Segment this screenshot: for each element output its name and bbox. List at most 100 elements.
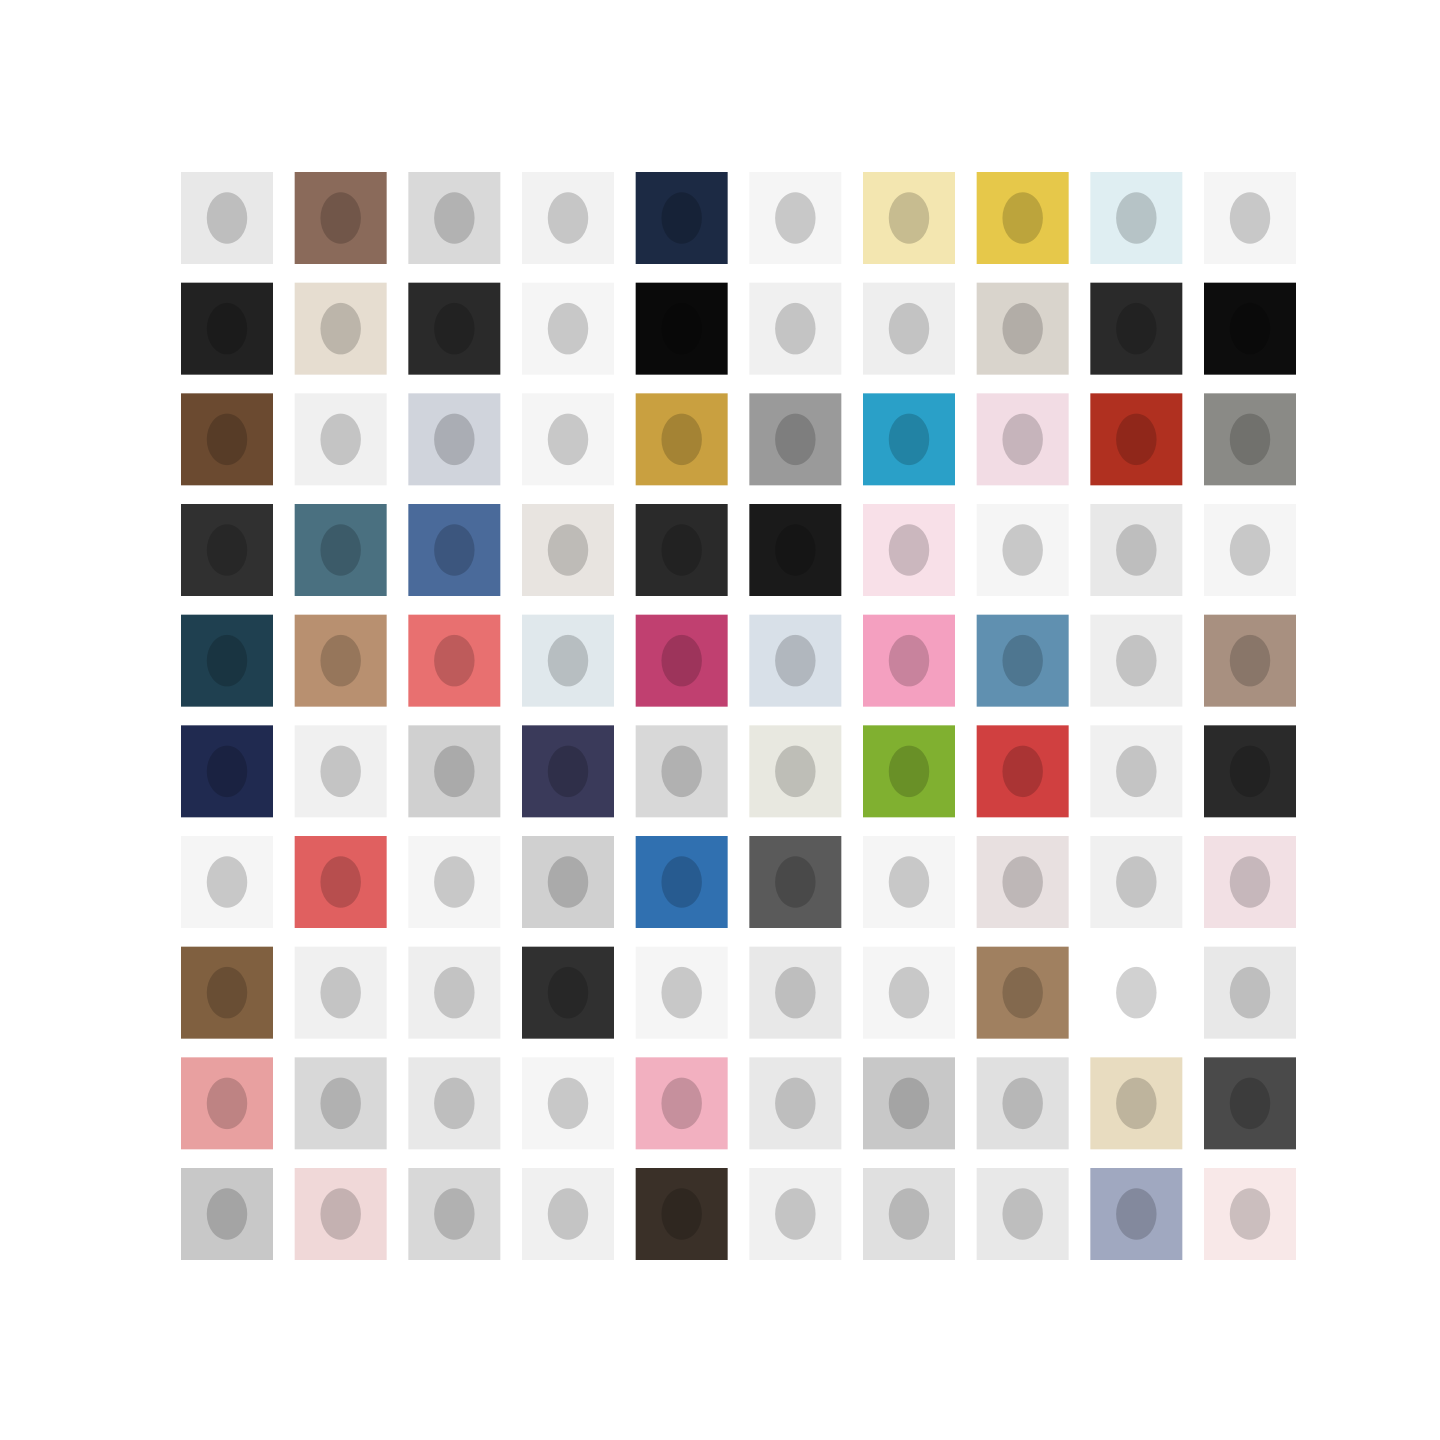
product-shape [775,524,816,576]
product-shape [547,856,589,908]
product-shape [775,302,816,355]
product-shape [320,302,361,355]
product-shape [888,1188,930,1240]
product-image [749,725,842,818]
product-image [635,1168,728,1260]
product-image [749,614,842,707]
product-shape [1002,192,1043,244]
product-image [976,504,1069,596]
product-image [976,1057,1069,1150]
product-shape [206,302,248,355]
product-image [749,393,842,486]
product-image [749,1168,842,1260]
product-shape [1229,413,1271,466]
product-shape [1116,1188,1157,1240]
product-shape [661,413,702,466]
product-image [408,836,501,928]
product-shape [434,634,475,687]
product-image [976,946,1069,1039]
product-shape [775,192,816,244]
product-image [1204,1057,1296,1150]
product-image [408,1057,501,1150]
product-shape [1002,745,1043,798]
product-shape [206,524,248,576]
product-shape [1229,1077,1271,1130]
product-shape [320,192,361,244]
product-shape [547,302,589,355]
product-shape [661,1077,702,1130]
product-image [522,836,614,928]
product-shape [661,745,702,798]
product-image [635,172,728,264]
product-shape [1229,966,1271,1019]
product-image [408,614,501,707]
product-shape [1116,856,1157,908]
product-image [408,1168,501,1260]
product-shape [1002,634,1043,687]
product-image [294,614,387,707]
product-image [181,1168,273,1260]
product-shape [775,413,816,466]
product-shape [320,856,361,908]
product-shape [1116,634,1157,687]
product-shape [320,524,361,576]
product-shape [1229,192,1271,244]
product-image [749,946,842,1039]
product-shape [434,192,475,244]
product-shape [1002,1188,1043,1240]
product-image [408,282,501,375]
product-image [294,1057,387,1150]
product-image [181,282,273,375]
product-image [749,504,842,596]
product-image [522,725,614,818]
product-image [976,172,1069,264]
product-image [749,836,842,928]
product-image [863,614,955,707]
product-image [635,725,728,818]
product-image [181,614,273,707]
product-image [1204,504,1296,596]
product-image [976,725,1069,818]
product-shape [547,634,589,687]
product-shape [775,856,816,908]
product-image [976,614,1069,707]
product-image [408,172,501,264]
product-image [976,1168,1069,1260]
product-shape [888,745,930,798]
product-image [522,946,614,1039]
product-shape [206,966,248,1019]
product-shape [888,192,930,244]
product-shape [1002,524,1043,576]
product-image [522,393,614,486]
product-shape [547,413,589,466]
product-shape [661,634,702,687]
product-shape [206,1188,248,1240]
product-image [1090,836,1183,928]
product-shape [434,745,475,798]
product-shape [1229,634,1271,687]
product-shape [1229,524,1271,576]
product-image [635,504,728,596]
product-image [1090,614,1183,707]
product-image [522,504,614,596]
product-shape [1002,856,1043,908]
product-shape [888,1077,930,1130]
product-shape [661,302,702,355]
product-image [1090,393,1183,486]
product-shape [1116,413,1157,466]
product-shape [1002,966,1043,1019]
product-image [749,1057,842,1150]
product-shape [206,856,248,908]
product-shape [888,302,930,355]
product-shape [661,966,702,1019]
product-image [1090,1057,1183,1150]
product-image [1204,946,1296,1039]
product-image [635,393,728,486]
product-shape [1002,302,1043,355]
product-image [522,1057,614,1150]
product-image [1090,725,1183,818]
product-image [863,1057,955,1150]
product-shape [661,192,702,244]
product-image [1204,1168,1296,1260]
